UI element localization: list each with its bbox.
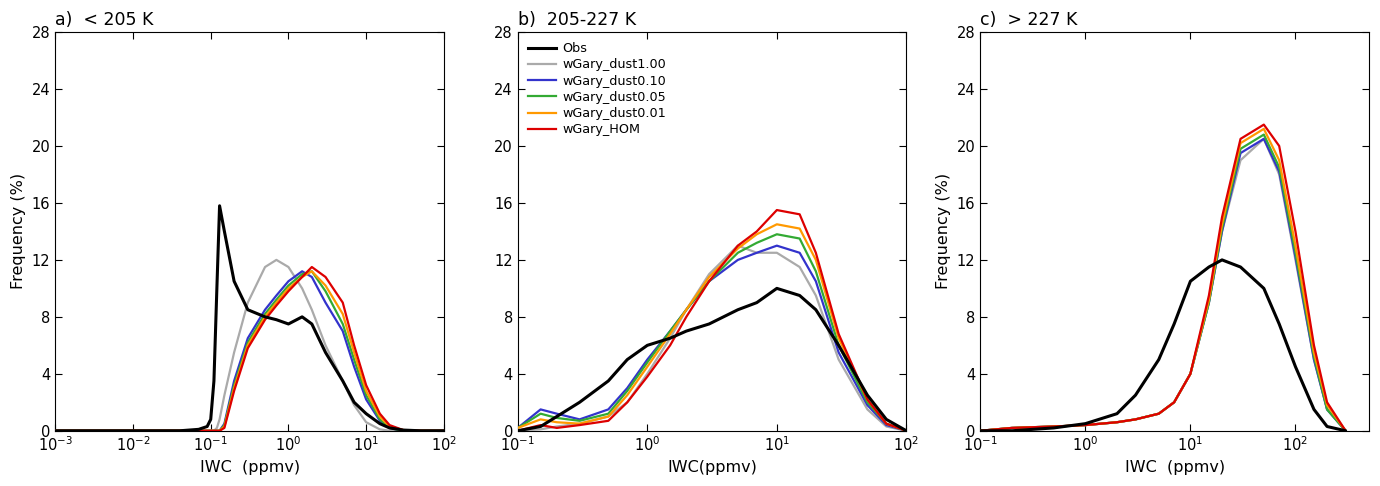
Legend: Obs, wGary_dust1.00, wGary_dust0.10, wGary_dust0.05, wGary_dust0.01, wGary_HOM: Obs, wGary_dust1.00, wGary_dust0.10, wGa… xyxy=(524,38,671,140)
X-axis label: IWC(ppmv): IWC(ppmv) xyxy=(667,460,758,475)
Text: b)  205-227 K: b) 205-227 K xyxy=(518,11,636,29)
Y-axis label: Frequency (%): Frequency (%) xyxy=(936,174,951,290)
X-axis label: IWC  (ppmv): IWC (ppmv) xyxy=(1125,460,1224,475)
Text: a)  < 205 K: a) < 205 K xyxy=(55,11,153,29)
Y-axis label: Frequency (%): Frequency (%) xyxy=(11,174,26,290)
X-axis label: IWC  (ppmv): IWC (ppmv) xyxy=(200,460,299,475)
Text: c)  > 227 K: c) > 227 K xyxy=(980,11,1078,29)
